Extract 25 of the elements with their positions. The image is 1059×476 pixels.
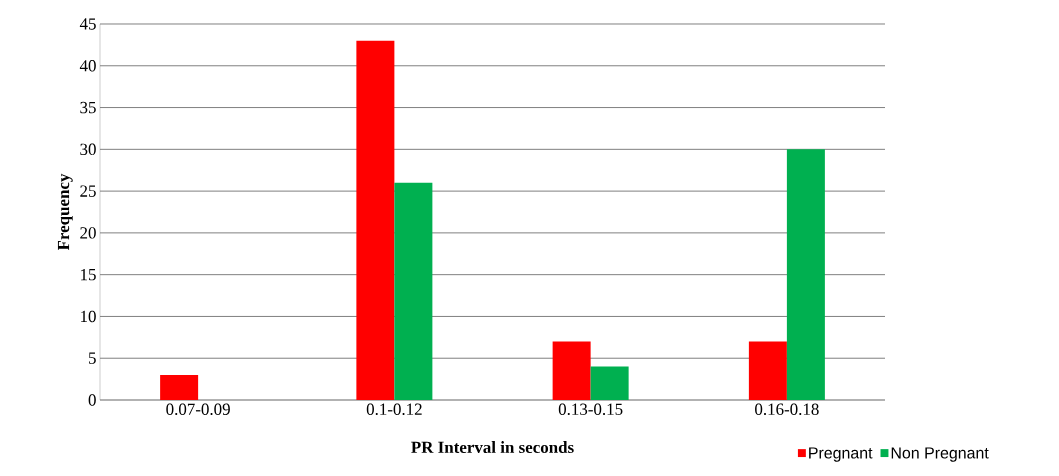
y-tick-label: 30 — [80, 143, 96, 156]
y-tick-label: 10 — [81, 310, 96, 323]
x-tick-label: 0.16-0.18 — [755, 403, 819, 416]
x-tick-label: 0.07-0.09 — [166, 403, 230, 416]
y-tick-label: 15 — [81, 268, 96, 281]
y-tick-label: 35 — [80, 101, 96, 114]
bar — [590, 366, 629, 400]
bar — [356, 40, 395, 400]
x-tick-label: 0.13-0.15 — [558, 403, 623, 416]
y-tick-label: 25 — [80, 185, 96, 197]
bar — [748, 341, 787, 400]
legend-label: Non Pregnant — [891, 447, 989, 462]
y-tick-label: 0 — [88, 394, 96, 406]
bar — [394, 182, 433, 400]
bar — [786, 149, 825, 400]
bar — [552, 341, 591, 400]
y-axis-title: Frequency — [57, 173, 73, 251]
y-tick-label: 20 — [80, 227, 96, 239]
legend-label: Pregnant — [809, 447, 873, 462]
x-axis-title: PR Interval in seconds — [411, 441, 574, 454]
x-tick-label: 0.1-0.12 — [366, 403, 422, 416]
bar — [160, 374, 199, 400]
y-tick-label: 45 — [79, 18, 96, 30]
y-tick-label: 40 — [79, 60, 96, 72]
y-tick-label: 5 — [89, 352, 96, 364]
